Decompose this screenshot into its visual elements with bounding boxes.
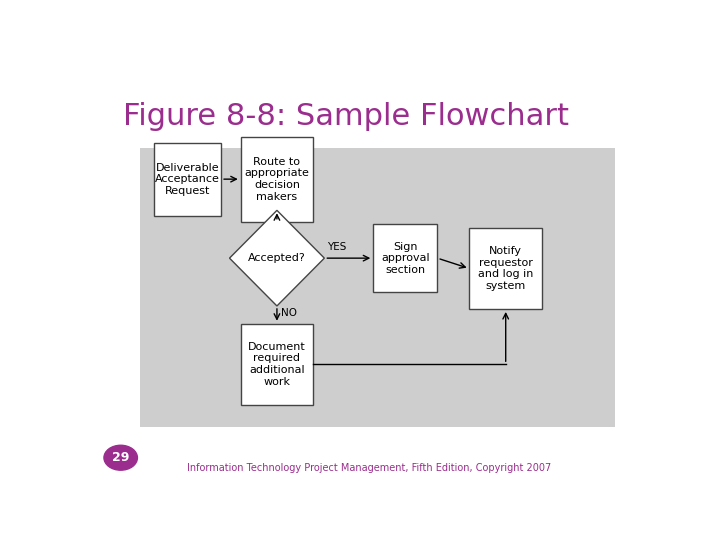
Text: Document
required
additional
work: Document required additional work [248,342,306,387]
Text: Deliverable
Acceptance
Request: Deliverable Acceptance Request [156,163,220,195]
Text: Sign
approval
section: Sign approval section [381,241,430,275]
Text: Notify
requestor
and log in
system: Notify requestor and log in system [478,246,534,291]
Bar [469,228,542,309]
Polygon shape [230,210,324,306]
Bar [373,224,437,293]
Text: NO: NO [281,308,297,318]
FancyBboxPatch shape [81,63,657,487]
Text: Information Technology Project Management, Fifth Edition, Copyright 2007: Information Technology Project Managemen… [187,463,551,473]
Circle shape [104,446,138,470]
Bar [240,323,313,404]
Bar [140,148,615,427]
Text: YES: YES [327,242,346,252]
Bar [240,137,313,222]
Bar [154,143,221,215]
Text: 29: 29 [112,451,130,464]
Text: Accepted?: Accepted? [248,253,306,263]
Text: Route to
appropriate
decision
makers: Route to appropriate decision makers [245,157,310,201]
Text: Figure 8-8: Sample Flowchart: Figure 8-8: Sample Flowchart [124,102,570,131]
